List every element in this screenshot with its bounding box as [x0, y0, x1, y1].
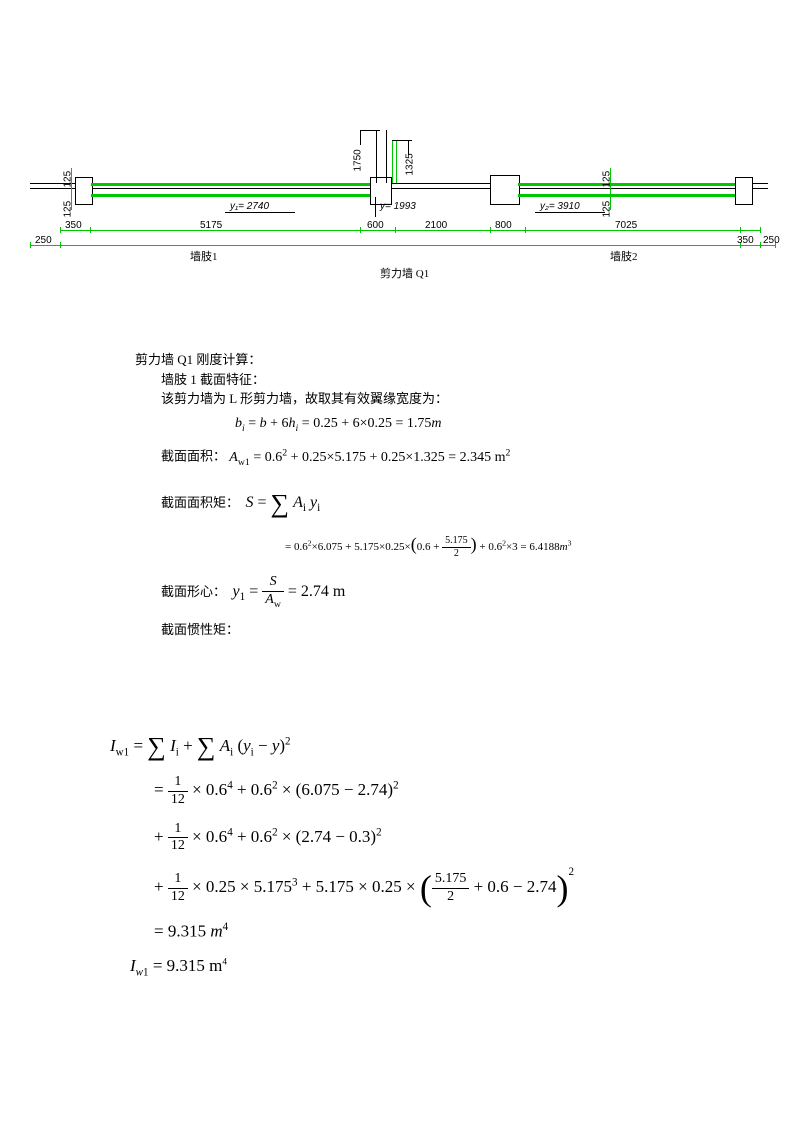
Iw1-header: Iw1 = ∑ Ii + ∑ Ai (yi − y)2	[110, 732, 574, 762]
t2: 墙肢 1 截面特征：	[135, 370, 735, 390]
label-wall2: 墙肢2	[610, 248, 638, 264]
Iw1-r2: + 112 × 0.64 + 0.62 × (2.74 − 0.3)2	[110, 821, 574, 856]
centroid-row: 截面形心： y1 = SAw = 2.74 m	[135, 574, 735, 610]
y1-label: y₁= 2740	[230, 201, 269, 212]
Iw1-final: Iw1 = 9.315 m4	[110, 956, 574, 978]
green-seg-1	[91, 183, 370, 186]
Iw1-r1: = 112 × 0.64 + 0.62 × (6.075 − 2.74)2	[110, 774, 574, 809]
moment-row: 截面面积矩： S = ∑ Ai yi	[135, 484, 735, 523]
eq-bi: bi = b + 6hi = 0.25 + 6×0.25 = 1.75m	[135, 413, 735, 436]
dim-250r: 250	[763, 235, 780, 246]
t3: 该剪力墙为 L 形剪力墙，故取其有效翼缘宽度为：	[135, 389, 735, 409]
Iw1-r3: + 112 × 0.25 × 5.1753 + 5.175 × 0.25 × (…	[110, 867, 574, 909]
dim-250l: 250	[35, 235, 52, 246]
green-seg-1b	[91, 194, 370, 197]
dim-125-bl: 125	[63, 201, 74, 218]
area-row: 截面面积： Aw1 = 0.62 + 0.25×5.175 + 0.25×1.3…	[135, 446, 735, 470]
vert-g1	[392, 140, 393, 183]
column-1	[75, 177, 93, 205]
dim-350a: 350	[65, 220, 82, 231]
dim-125-br: 125	[602, 201, 613, 218]
vert-g1b	[396, 140, 397, 183]
green-seg-2	[518, 183, 735, 186]
vert-1	[376, 130, 377, 183]
vert-2	[386, 130, 387, 183]
dim-600: 600	[367, 220, 384, 231]
inertia-equations: Iw1 = ∑ Ii + ∑ Ai (yi − y)2 = 112 × 0.64…	[110, 720, 574, 990]
dim-7025: 7025	[615, 220, 637, 231]
centroid-label: 截面形心：	[161, 584, 226, 599]
eq-S-expanded: = 0.62×6.075 + 5.175×0.25×(0.6 + 5.1752)…	[135, 531, 735, 560]
shear-wall-diagram: 1750 1325 125 125 125 125 y₁= 2740 y= 19…	[0, 130, 793, 300]
dim-top-h2	[392, 140, 412, 141]
label-title: 剪力墙 Q1	[380, 265, 429, 281]
green-seg-2b	[518, 194, 735, 197]
area-label: 截面面积：	[161, 449, 226, 464]
inertia-label: 截面惯性矩：	[135, 620, 735, 640]
y-center-tick	[375, 197, 376, 217]
dim-top-h1	[360, 130, 380, 131]
yc-label: y= 1993	[380, 201, 416, 212]
label-wall1: 墙肢1	[190, 248, 218, 264]
dim-5175: 5175	[200, 220, 222, 231]
page: { "diagram": { "colors": { "green": "#00…	[0, 0, 793, 1122]
dim-2100: 2100	[425, 220, 447, 231]
title-line: 剪力墙 Q1 刚度计算：	[135, 350, 735, 370]
Iw1-r4: = 9.315 m4	[110, 921, 574, 942]
y2-underline	[535, 212, 605, 213]
body-text: 剪力墙 Q1 刚度计算： 墙肢 1 截面特征： 该剪力墙为 L 形剪力墙，故取其…	[135, 350, 735, 640]
column-4	[735, 177, 753, 205]
dim-1750: 1750	[353, 149, 364, 171]
dim-800: 800	[495, 220, 512, 231]
y2-label: y₂= 3910	[540, 201, 580, 212]
dim-125-tr: 125	[602, 171, 613, 188]
dim-row2	[30, 245, 775, 246]
dim-top-tick	[360, 130, 361, 145]
dim-350r: 350	[737, 235, 754, 246]
dim-row1	[60, 230, 760, 231]
y1-underline	[225, 212, 295, 213]
column-3	[490, 175, 520, 205]
dim-1325: 1325	[405, 153, 416, 175]
dim-125-tl: 125	[63, 171, 74, 188]
moment-label: 截面面积矩：	[161, 495, 239, 510]
